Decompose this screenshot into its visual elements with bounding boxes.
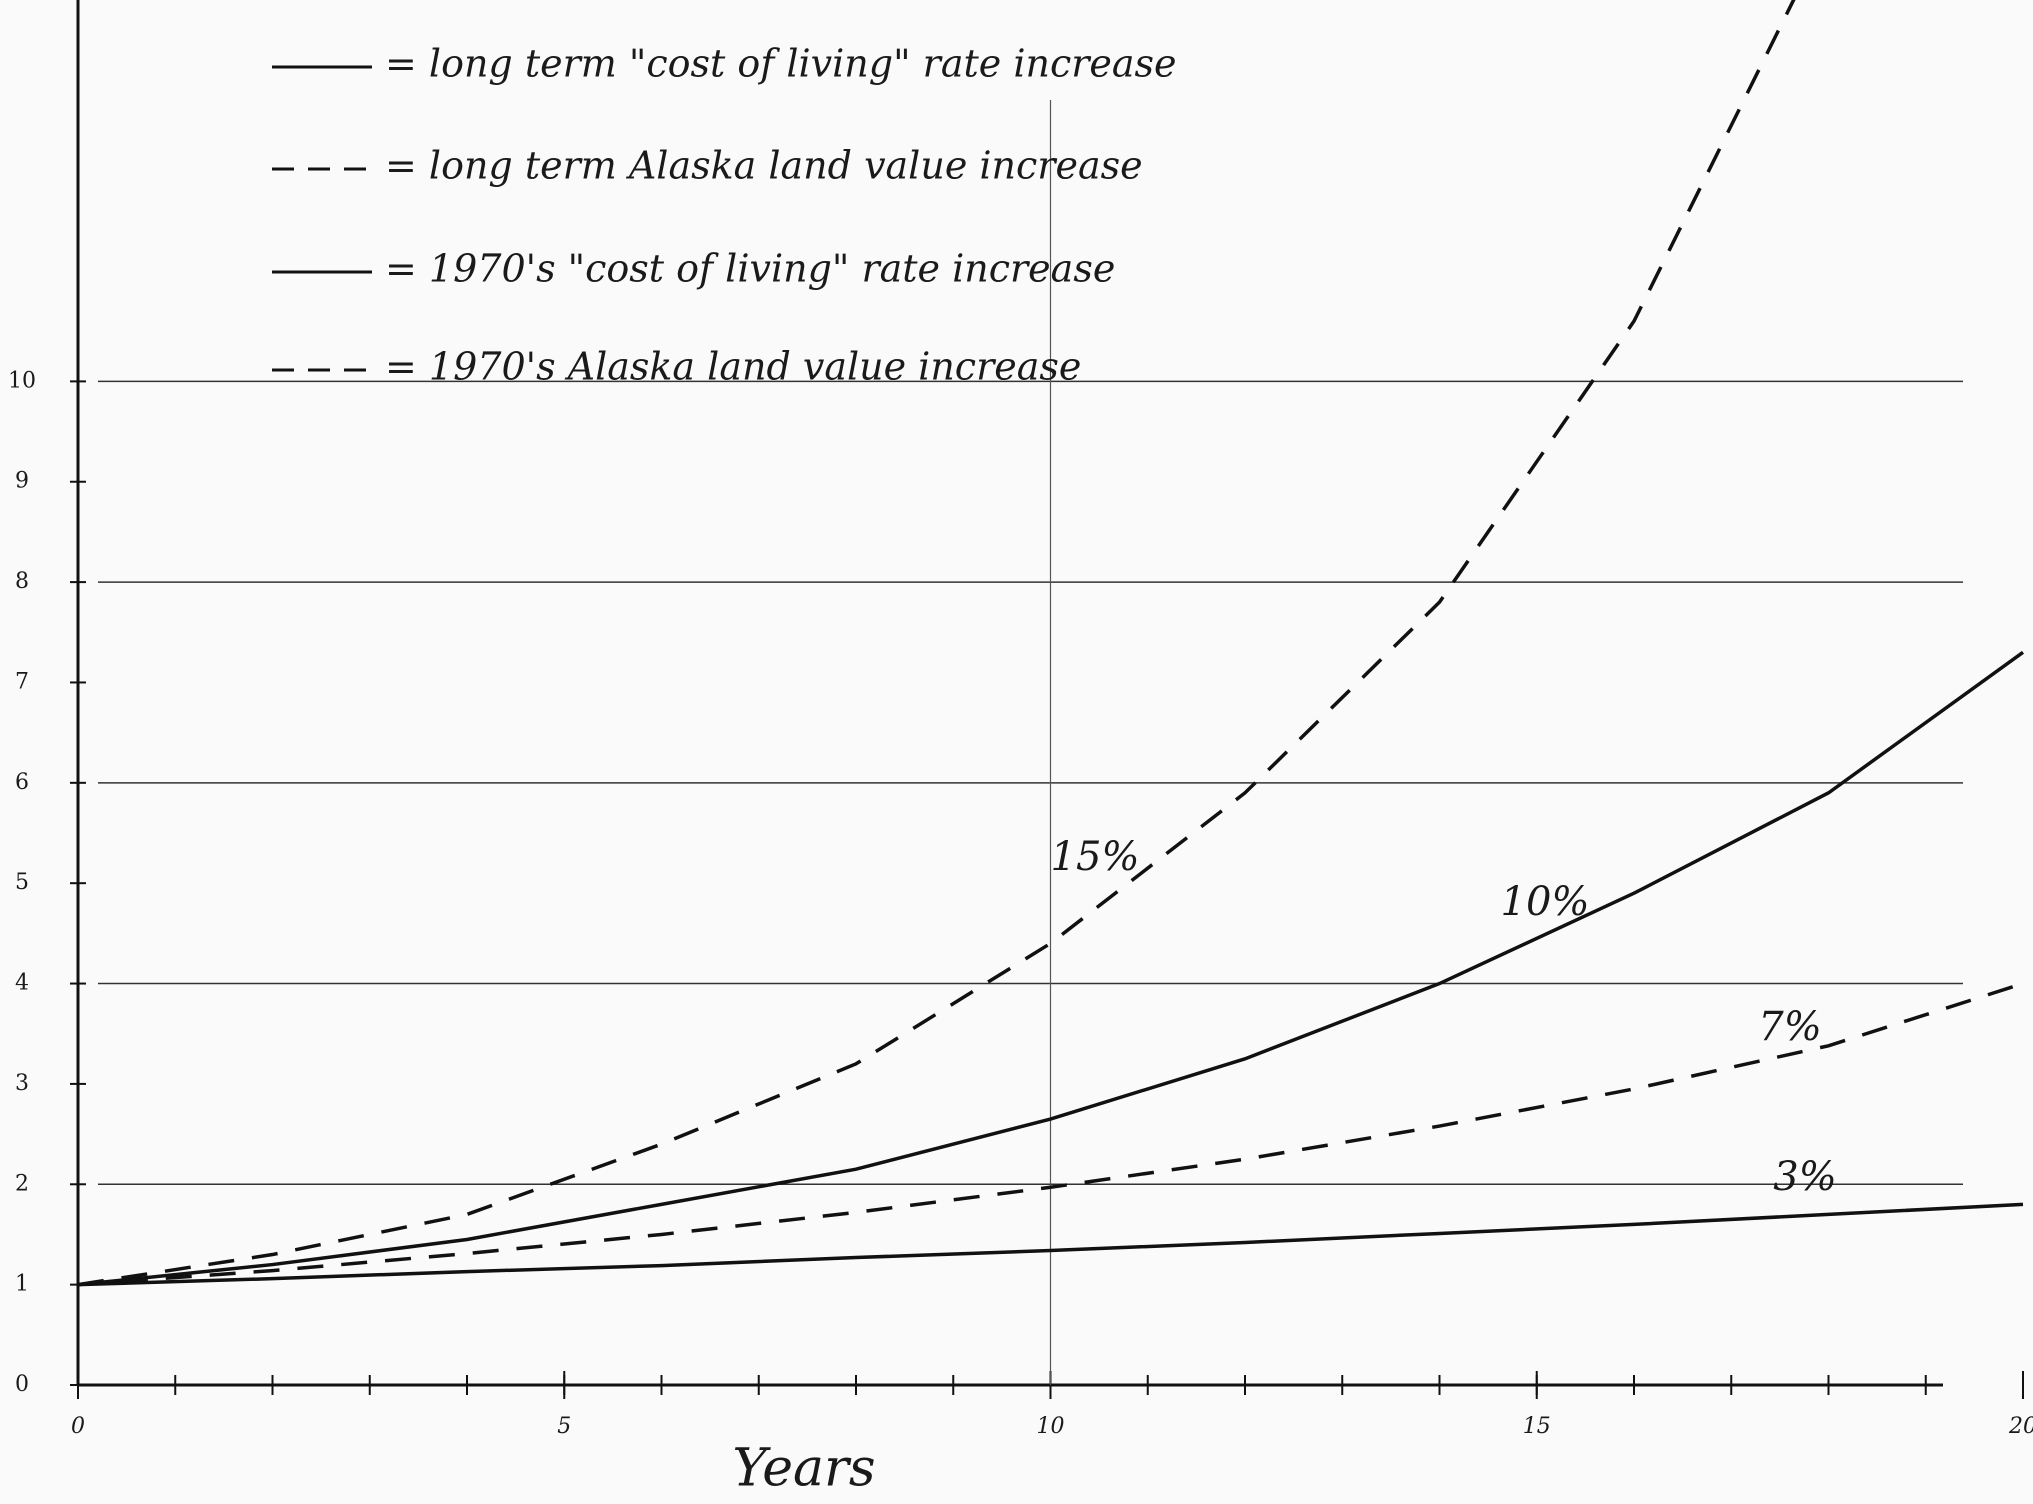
series-label: 15% bbox=[1051, 834, 1140, 880]
y-tick-label: 5 bbox=[15, 870, 29, 895]
series-label: 7% bbox=[1758, 1004, 1821, 1050]
y-tick-label: 1 bbox=[15, 1272, 29, 1297]
legend-label: = 1970's "cost of living" rate increase bbox=[385, 247, 1115, 291]
y-tick-label: 9 bbox=[15, 469, 29, 494]
y-tick-label: 6 bbox=[15, 770, 29, 795]
x-axis-title: Years bbox=[732, 1439, 875, 1499]
x-tick-label: 0 bbox=[71, 1414, 85, 1439]
y-tick-label: 7 bbox=[15, 669, 29, 694]
y-tick-label: 2 bbox=[15, 1171, 29, 1196]
legend-label: = long term "cost of living" rate increa… bbox=[385, 42, 1177, 86]
y-tick-label: 10 bbox=[8, 368, 36, 393]
series-label: 10% bbox=[1501, 879, 1590, 925]
y-tick-label: 3 bbox=[15, 1071, 29, 1096]
legend-label: = long term Alaska land value increase bbox=[385, 144, 1143, 188]
y-tick-label: 4 bbox=[15, 971, 29, 996]
y-tick-label: 0 bbox=[15, 1372, 29, 1397]
chart: Years 0 1 2 3 4 5 6 7 8 9 10 0 5 10 15 20 3% = long term … bbox=[0, 0, 2033, 1504]
x-tick-label: 5 bbox=[557, 1414, 571, 1439]
legend-label: = 1970's Alaska land value increase bbox=[385, 345, 1081, 389]
y-tick-label: 8 bbox=[15, 569, 29, 594]
series-label: 3% bbox=[1773, 1154, 1836, 1200]
x-tick-label: 15 bbox=[1523, 1414, 1551, 1439]
x-tick-label: 20 bbox=[2008, 1414, 2033, 1439]
x-tick-label: 10 bbox=[1037, 1414, 1065, 1439]
